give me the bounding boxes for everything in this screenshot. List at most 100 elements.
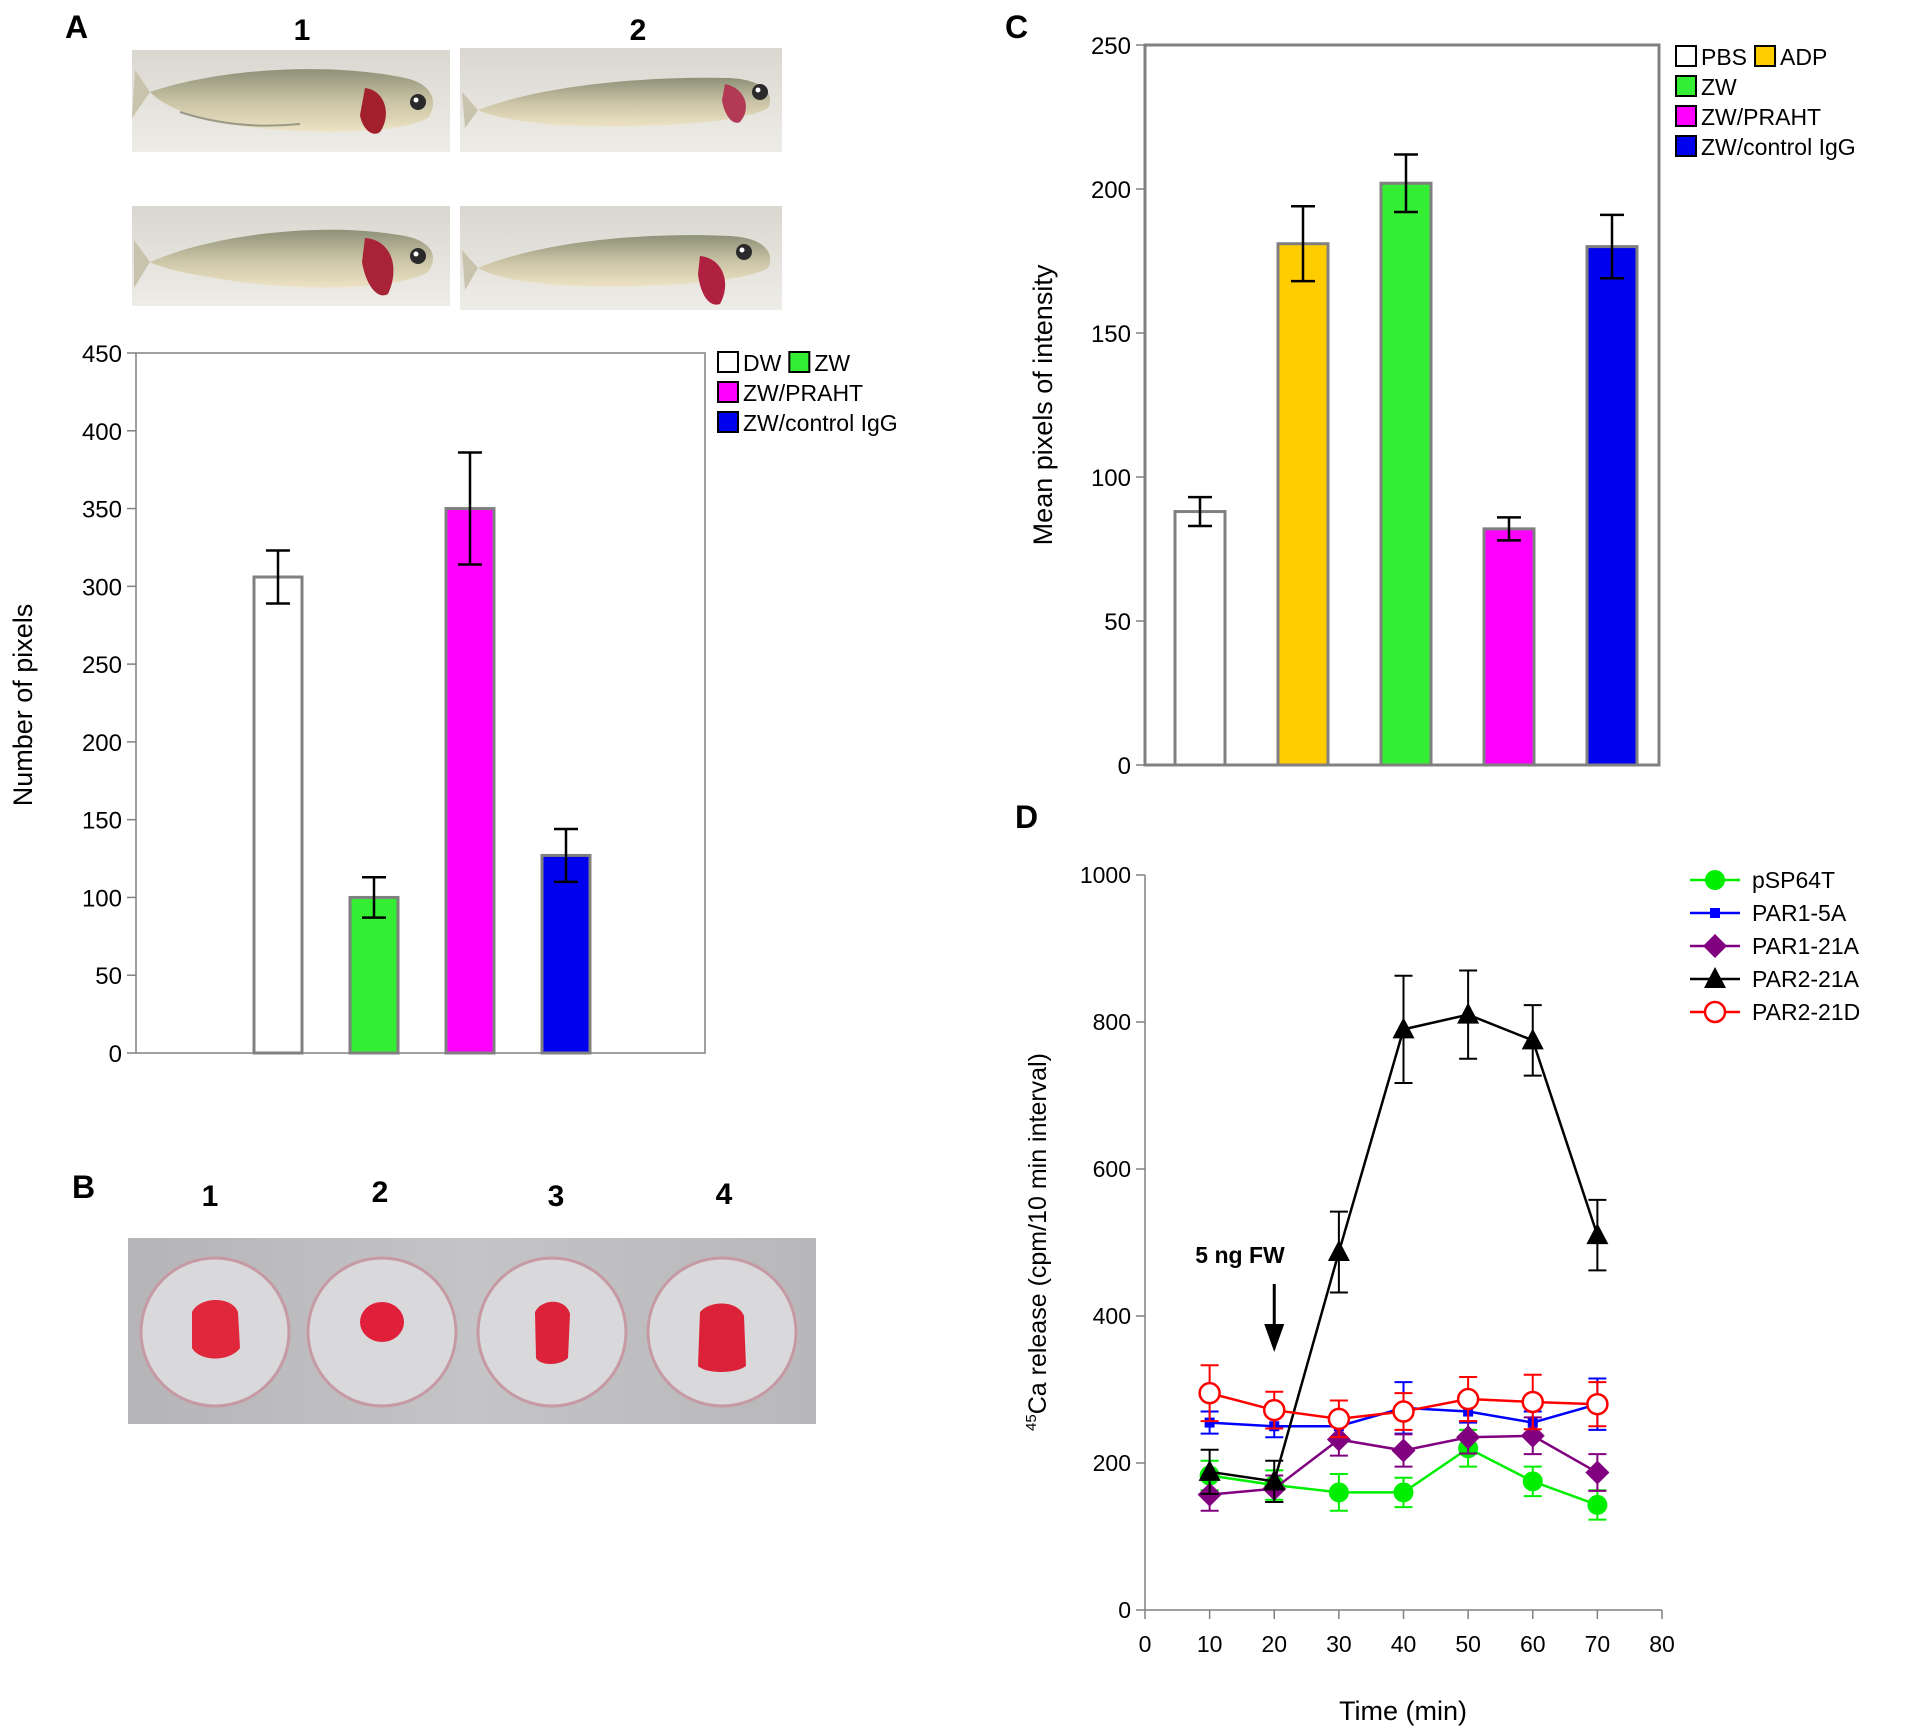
data-point [1263,1469,1286,1491]
data-point [1457,1002,1480,1024]
data-point [1521,1028,1544,1050]
y-tick-label: 200 [82,730,122,757]
data-point [1328,1482,1349,1503]
chart-d-series [1197,969,1610,1521]
y-tick-label: 150 [1091,321,1131,348]
y-tick-label: 50 [95,963,122,990]
y-tick-label: 1000 [1080,862,1131,888]
legend-label-psp64t: pSP64T [1752,867,1835,893]
chart-d-y-axis-label-superscript: 45 [1023,1414,1040,1431]
y-tick-label: 200 [1093,1450,1131,1476]
well-label-2: 2 [372,1176,389,1209]
data-point [1587,1494,1608,1515]
y-tick-label: 0 [1118,753,1131,780]
data-point [1392,1017,1415,1039]
chart-a-plot-area [135,352,706,1054]
y-tick-label: 100 [82,885,122,912]
chart-c: Mean pixels of intensity 0 50 100 150 200 250… [1028,33,1856,780]
chart-c-legend: PBS ADP ZW ZW/PRAHT ZW/control IgG [1675,44,1856,160]
legend-label-dw: DW [743,350,782,376]
data-point [1521,1390,1544,1414]
y-tick-label: 450 [82,341,122,368]
y-tick-label: 50 [1104,609,1131,636]
chart-a-y-ticks: 0 50 100 150 200 250 300 350 400 450 [82,341,136,1068]
panel-letter-d: D [1015,799,1038,835]
x-tick-label: 60 [1520,1631,1546,1657]
y-tick-label: 200 [1091,177,1131,204]
data-point [1204,1417,1215,1428]
chart-c-y-ticks: 0 50 100 150 200 250 [1091,33,1145,780]
chart-a: Number of pixels 0 50 100 150 200 250 300 350 40… [8,341,898,1068]
y-tick-label: 150 [82,808,122,835]
legend-swatch-zw-control-igg [1675,135,1697,157]
data-point [1326,1427,1351,1452]
bar-zw-praht [1482,527,1536,767]
legend-label-adp: ADP [1780,44,1827,70]
zebrafish-photo-2-bottom [460,206,782,310]
legend-label-par1-5a: PAR1-5A [1752,900,1847,926]
data-point [1586,1392,1609,1416]
bar-zw [348,895,400,1055]
chart-d-legend: pSP64T PAR1-5A PAR1-21A PAR2-21A PAR2-21D [1690,867,1860,1025]
bar-adp [1276,242,1330,767]
data-point [1198,1459,1221,1481]
legend-swatch-zw [1675,75,1697,97]
bar-zw-control-igg [1585,245,1639,767]
panel-letter-b: B [72,1169,95,1205]
y-tick-label: 100 [1091,465,1131,492]
chart-d: Time (min) 45Ca release (cpm/10 min inte… [1023,862,1860,1726]
data-point [1327,1407,1351,1431]
chart-d-annotation-text: 5 ng FW [1195,1242,1285,1268]
bar-dw [252,575,304,1055]
y-tick-label: 400 [1093,1303,1131,1329]
y-tick-label: 0 [1118,1597,1131,1623]
y-tick-label: 250 [1091,33,1131,60]
x-tick-label: 30 [1326,1631,1352,1657]
data-point [1393,1482,1414,1503]
bar-zw [1379,181,1433,767]
well-3 [476,1256,628,1408]
legend-swatch-zw-praht [717,381,739,403]
x-tick-label: 0 [1139,1631,1152,1657]
data-point [1198,1381,1221,1405]
bar-zw-control-igg [540,853,592,1055]
x-tick-label: 50 [1455,1631,1481,1657]
legend-swatch-zw-praht [1675,105,1697,127]
chart-c-y-axis-label: Mean pixels of intensity [1028,264,1058,545]
panel-letter-a: A [65,9,88,45]
y-tick-label: 0 [109,1041,122,1068]
well-label-1: 1 [202,1180,219,1213]
well-label-3: 3 [548,1180,565,1213]
zebrafish-photo-2-top [460,48,782,152]
data-point [1522,1471,1543,1492]
y-tick-label: 250 [82,652,122,679]
chart-a-y-axis-label: Number of pixels [8,604,38,807]
chart-c-bars [1173,153,1639,767]
well-4 [646,1256,798,1408]
legend-label-zw-praht: ZW/PRAHT [1701,104,1821,130]
x-tick-label: 40 [1391,1631,1417,1657]
data-point [1586,1223,1609,1245]
x-tick-label: 20 [1261,1631,1287,1657]
series-par2-21a [1198,969,1609,1503]
photo-column-label-2: 2 [630,14,647,47]
legend-label-par2-21d: PAR2-21D [1752,999,1860,1025]
photo-column-label-1: 1 [294,14,311,47]
legend-marker-par2-21d [1703,1000,1727,1024]
legend-label-zw-control-igg: ZW/control IgG [743,410,898,436]
legend-swatch-adp [1754,45,1777,67]
panel-letter-c: C [1005,9,1028,45]
data-point [1263,1398,1286,1422]
legend-label-zw: ZW [814,350,850,376]
legend-label-zw: ZW [1701,74,1737,100]
data-point [1456,1425,1481,1450]
y-tick-label: 400 [82,419,122,446]
legend-label-pbs: PBS [1701,44,1747,70]
well-2 [306,1256,458,1408]
legend-marker-psp64t [1705,870,1725,890]
legend-label-zw-control-igg: ZW/control IgG [1701,134,1856,160]
well-label-4: 4 [716,1178,733,1211]
zebrafish-photo-1-bottom [132,206,450,306]
y-tick-label: 600 [1093,1156,1131,1182]
